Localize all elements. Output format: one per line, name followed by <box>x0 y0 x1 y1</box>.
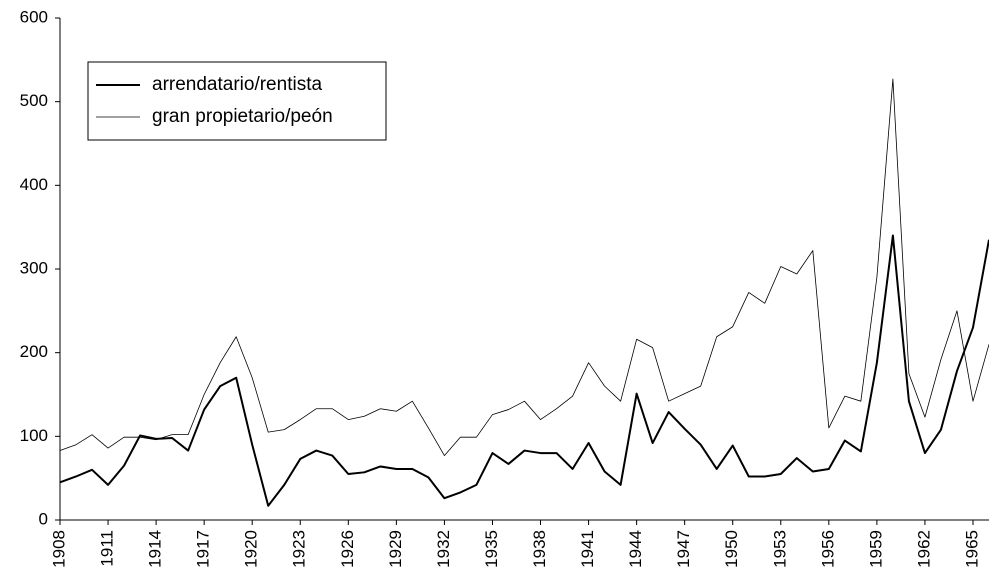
legend-box <box>87 61 387 141</box>
y-tick-label: 0 <box>39 509 48 528</box>
x-tick-label: 1959 <box>866 530 885 568</box>
y-tick-label: 500 <box>20 91 48 110</box>
x-tick-label: 1908 <box>49 530 68 568</box>
x-tick-label: 1911 <box>98 530 117 567</box>
x-tick-label: 1917 <box>194 530 213 568</box>
x-tick-label: 1932 <box>434 530 453 568</box>
x-tick-label: 1956 <box>818 530 837 568</box>
x-tick-label: 1947 <box>674 530 693 568</box>
y-tick-label: 200 <box>20 342 48 361</box>
y-tick-label: 300 <box>20 258 48 277</box>
x-tick-label: 1965 <box>962 530 981 568</box>
x-tick-label: 1920 <box>242 530 261 568</box>
x-tick-label: 1950 <box>722 530 741 568</box>
legend-label: arrendatario/rentista <box>152 74 322 95</box>
x-tick-label: 1914 <box>146 530 165 568</box>
y-tick-label: 400 <box>20 175 48 194</box>
x-tick-label: 1923 <box>290 530 309 568</box>
legend-label: gran propietario/peón <box>152 106 333 127</box>
x-tick-label: 1938 <box>530 530 549 568</box>
y-tick-label: 100 <box>20 426 48 445</box>
y-tick-label: 600 <box>20 7 48 26</box>
series-line <box>59 78 989 456</box>
x-tick-label: 1953 <box>770 530 789 568</box>
x-tick-label: 1962 <box>914 530 933 568</box>
x-tick-label: 1926 <box>338 530 357 568</box>
x-tick-label: 1941 <box>578 530 597 568</box>
x-tick-label: 1929 <box>386 530 405 568</box>
series-line <box>59 234 989 507</box>
x-tick-label: 1944 <box>626 530 645 568</box>
x-tick-label: 1935 <box>482 530 501 568</box>
